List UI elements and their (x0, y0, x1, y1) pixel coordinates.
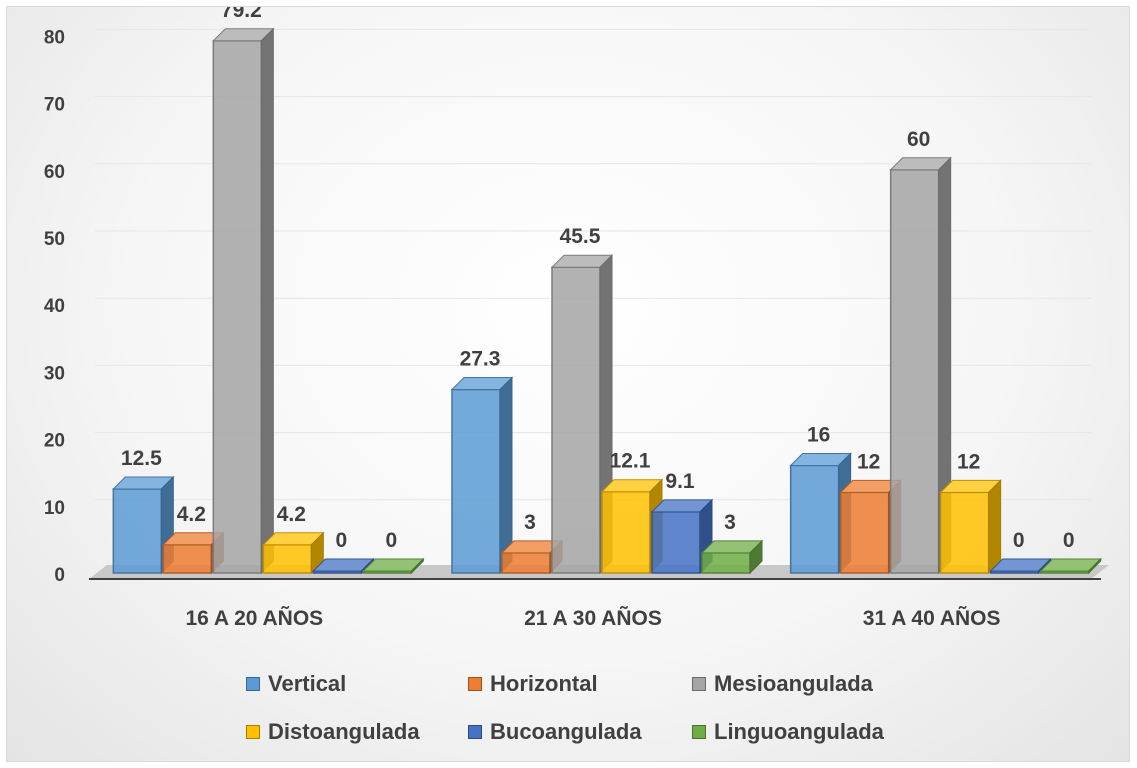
bar-side (260, 27, 274, 575)
data-label: 27.3 (460, 348, 501, 371)
data-label: 0 (1063, 529, 1075, 552)
data-label: 12.5 (121, 447, 162, 470)
data-label: 12 (857, 450, 880, 473)
chart-frame: 0 10 20 30 40 50 60 70 80 12.5 4.2 79.2 4.2 0 0 16 A 20… (6, 6, 1130, 762)
x-tick-label: 16 A 20 AÑOS (185, 607, 323, 630)
bar-front (889, 169, 940, 574)
y-tick-label: 30 (44, 363, 65, 384)
legend-item: Linguoangulada (692, 719, 884, 745)
legend-item: Bucoangulada (468, 719, 642, 745)
x-tick-label: 21 A 30 AÑOS (524, 607, 662, 630)
bar-front (212, 40, 263, 574)
bar-front (939, 491, 990, 574)
legend-label: Mesioangulada (714, 671, 873, 696)
legend-item: Horizontal (468, 671, 598, 697)
y-tick-label: 80 (44, 27, 65, 48)
bar-front (651, 511, 701, 574)
bar-side (749, 539, 763, 575)
legend-swatch (246, 725, 260, 739)
legend-swatch (692, 677, 706, 691)
legend-swatch (468, 677, 482, 691)
legend-label: Bucoangulada (490, 719, 642, 744)
data-label: 3 (724, 511, 736, 534)
y-tick-label: 10 (44, 498, 65, 519)
bar-front (162, 544, 213, 574)
legend-swatch (468, 725, 482, 739)
bar-front (701, 552, 751, 574)
bar-side (1088, 557, 1102, 575)
bar (700, 539, 764, 575)
legend-item: Distoangulada (246, 719, 420, 745)
legend-item: Mesioangulada (692, 671, 873, 697)
data-label: 0 (385, 529, 397, 552)
y-tick-label: 20 (44, 431, 65, 452)
data-label: 12 (957, 450, 980, 473)
bar-front (551, 266, 601, 574)
y-tick-label: 40 (44, 296, 65, 317)
legend-label: Horizontal (490, 671, 598, 696)
bar-front (451, 388, 501, 574)
y-tick-label: 70 (44, 95, 65, 116)
data-label: 0 (335, 529, 347, 552)
bar-front (789, 464, 840, 574)
bar-front (839, 491, 890, 574)
legend-label: Vertical (268, 671, 347, 696)
bar (112, 475, 175, 575)
data-label: 60 (907, 128, 930, 151)
bar (939, 479, 1002, 575)
bar-side (410, 557, 424, 575)
y-tick-label: 0 (54, 565, 65, 586)
x-tick-label: 31 A 40 AÑOS (863, 607, 1001, 630)
legend-label: Linguoangulada (714, 719, 884, 744)
legend-label: Distoangulada (268, 719, 420, 744)
bar-front (601, 490, 651, 574)
data-label: 0 (1013, 529, 1025, 552)
data-label: 79.2 (221, 7, 262, 22)
bar (212, 27, 275, 575)
data-label: 16 (807, 423, 830, 446)
legend-swatch (692, 725, 706, 739)
data-label: 3 (524, 511, 536, 534)
legend-swatch (246, 677, 260, 691)
data-label: 12.1 (610, 450, 651, 473)
chart-legend: Vertical Horizontal Mesioangulada Distoangu… (246, 663, 926, 763)
data-label: 4.2 (177, 503, 206, 526)
bar-front (112, 488, 163, 574)
bar (262, 531, 325, 575)
data-label: 9.1 (665, 470, 695, 493)
bar (450, 376, 514, 575)
y-tick-label: 50 (44, 229, 65, 250)
bar-front (262, 544, 313, 574)
bar-side (499, 376, 513, 575)
legend-item: Vertical (246, 671, 346, 697)
bar-front (501, 552, 551, 574)
bar-side (988, 479, 1002, 575)
bar (362, 557, 425, 575)
data-label: 45.5 (560, 225, 601, 248)
bar (312, 557, 375, 575)
data-label: 4.2 (277, 503, 306, 526)
y-tick-label: 60 (44, 162, 65, 183)
bar (1039, 557, 1102, 575)
